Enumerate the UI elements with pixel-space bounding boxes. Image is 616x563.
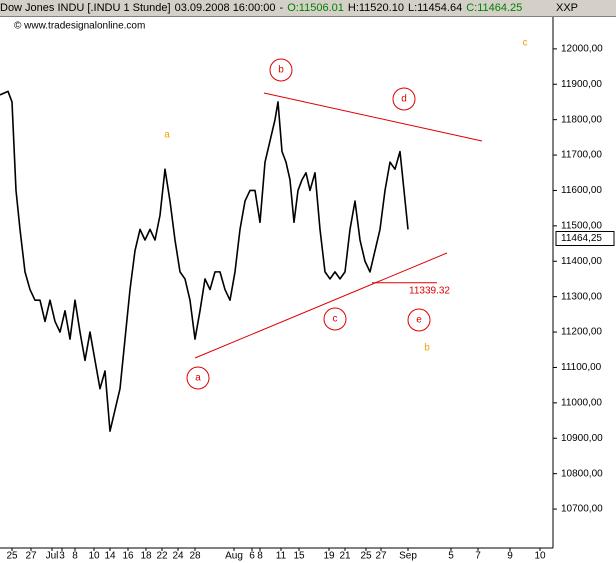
watermark: © www.tradesignalonline.com <box>14 21 145 32</box>
x-tick-label: 25 <box>6 551 18 562</box>
x-tick-label: 9 <box>507 551 513 562</box>
x-tick-label: 19 <box>323 551 335 562</box>
y-tick-label: 12000,00 <box>561 44 603 55</box>
trend-line <box>263 92 483 142</box>
x-tick-label: 7 <box>475 551 481 562</box>
y-tick-label: 11400,00 <box>561 256 602 267</box>
degree-label: c <box>523 38 528 49</box>
wave-label: d <box>401 94 407 105</box>
last-price-box <box>555 231 615 247</box>
symbol: XXP <box>556 2 579 14</box>
x-tick-label: Sep <box>399 551 417 562</box>
y-tick-label: 11800,00 <box>561 114 602 125</box>
open: O:11506.01 <box>287 2 344 14</box>
x-tick-label: 25 <box>360 551 372 562</box>
x-tick-label: 16 <box>122 551 134 562</box>
header-bar: Dow Jones INDU [.INDU 1 Stunde] 03.09.200… <box>0 0 616 17</box>
y-tick-label: 11600,00 <box>561 185 602 196</box>
x-tick-label: 15 <box>293 551 305 562</box>
wave-circle <box>186 366 210 390</box>
wave-circle <box>323 307 347 331</box>
y-tick-label: 11200,00 <box>561 327 602 338</box>
x-tick-label: 11 <box>276 551 287 562</box>
x-tick-label: 6 <box>249 551 255 562</box>
low: L:11454.64 <box>407 2 463 14</box>
x-tick-label: 10 <box>534 551 546 562</box>
wave-label: c <box>333 314 338 325</box>
x-tick-label: 21 <box>339 551 351 562</box>
price-line <box>0 90 409 432</box>
y-tick-label: 10700,00 <box>561 504 603 515</box>
x-tick-label: 14 <box>104 551 116 562</box>
y-tick-label: 11000,00 <box>561 398 602 409</box>
x-tick-label: 8 <box>257 551 263 562</box>
datetime: 03.09.2008 16:00:00 <box>174 2 276 14</box>
degree-label: a <box>164 130 170 141</box>
y-tick-label: 11100,00 <box>561 362 602 373</box>
x-tick-label: 5 <box>448 551 454 562</box>
plot-bg <box>0 17 553 548</box>
x-tick-label: 8 <box>72 551 78 562</box>
trend-line <box>194 252 448 359</box>
wave-label: a <box>195 373 201 384</box>
x-tick-label: 3 <box>59 551 65 562</box>
y-tick-label: 11300,00 <box>561 291 602 302</box>
close: C:11464.25 <box>466 2 523 14</box>
wave-circle <box>407 308 431 332</box>
x-tick-label: 10 <box>88 551 100 562</box>
y-tick-label: 11500,00 <box>561 221 602 232</box>
high: H:11520.10 <box>347 2 404 14</box>
x-tick-label: 24 <box>172 551 184 562</box>
x-tick-label: 28 <box>189 551 201 562</box>
wave-circle <box>392 87 416 111</box>
support-label: 11339.32 <box>409 285 450 296</box>
y-tick-label: 10900,00 <box>561 433 603 444</box>
instrument: Dow Jones INDU [.INDU 1 Stunde] <box>0 2 171 14</box>
x-tick-label: Aug <box>225 551 243 562</box>
wave-circle <box>269 58 293 82</box>
x-tick-label: 27 <box>375 551 387 562</box>
y-tick-label: 11700,00 <box>561 150 602 161</box>
degree-label: b <box>424 343 430 354</box>
y-tick-label: 11900,00 <box>561 79 602 90</box>
x-tick-label: 18 <box>140 551 152 562</box>
last-price-label: 11464,25 <box>561 233 602 244</box>
x-tick-label: 27 <box>25 551 37 562</box>
x-tick-label: Jul <box>46 551 59 562</box>
x-tick-label: 22 <box>156 551 168 562</box>
y-tick-label: 10800,00 <box>561 468 603 479</box>
wave-label: e <box>416 315 422 326</box>
wave-label: b <box>278 65 284 76</box>
